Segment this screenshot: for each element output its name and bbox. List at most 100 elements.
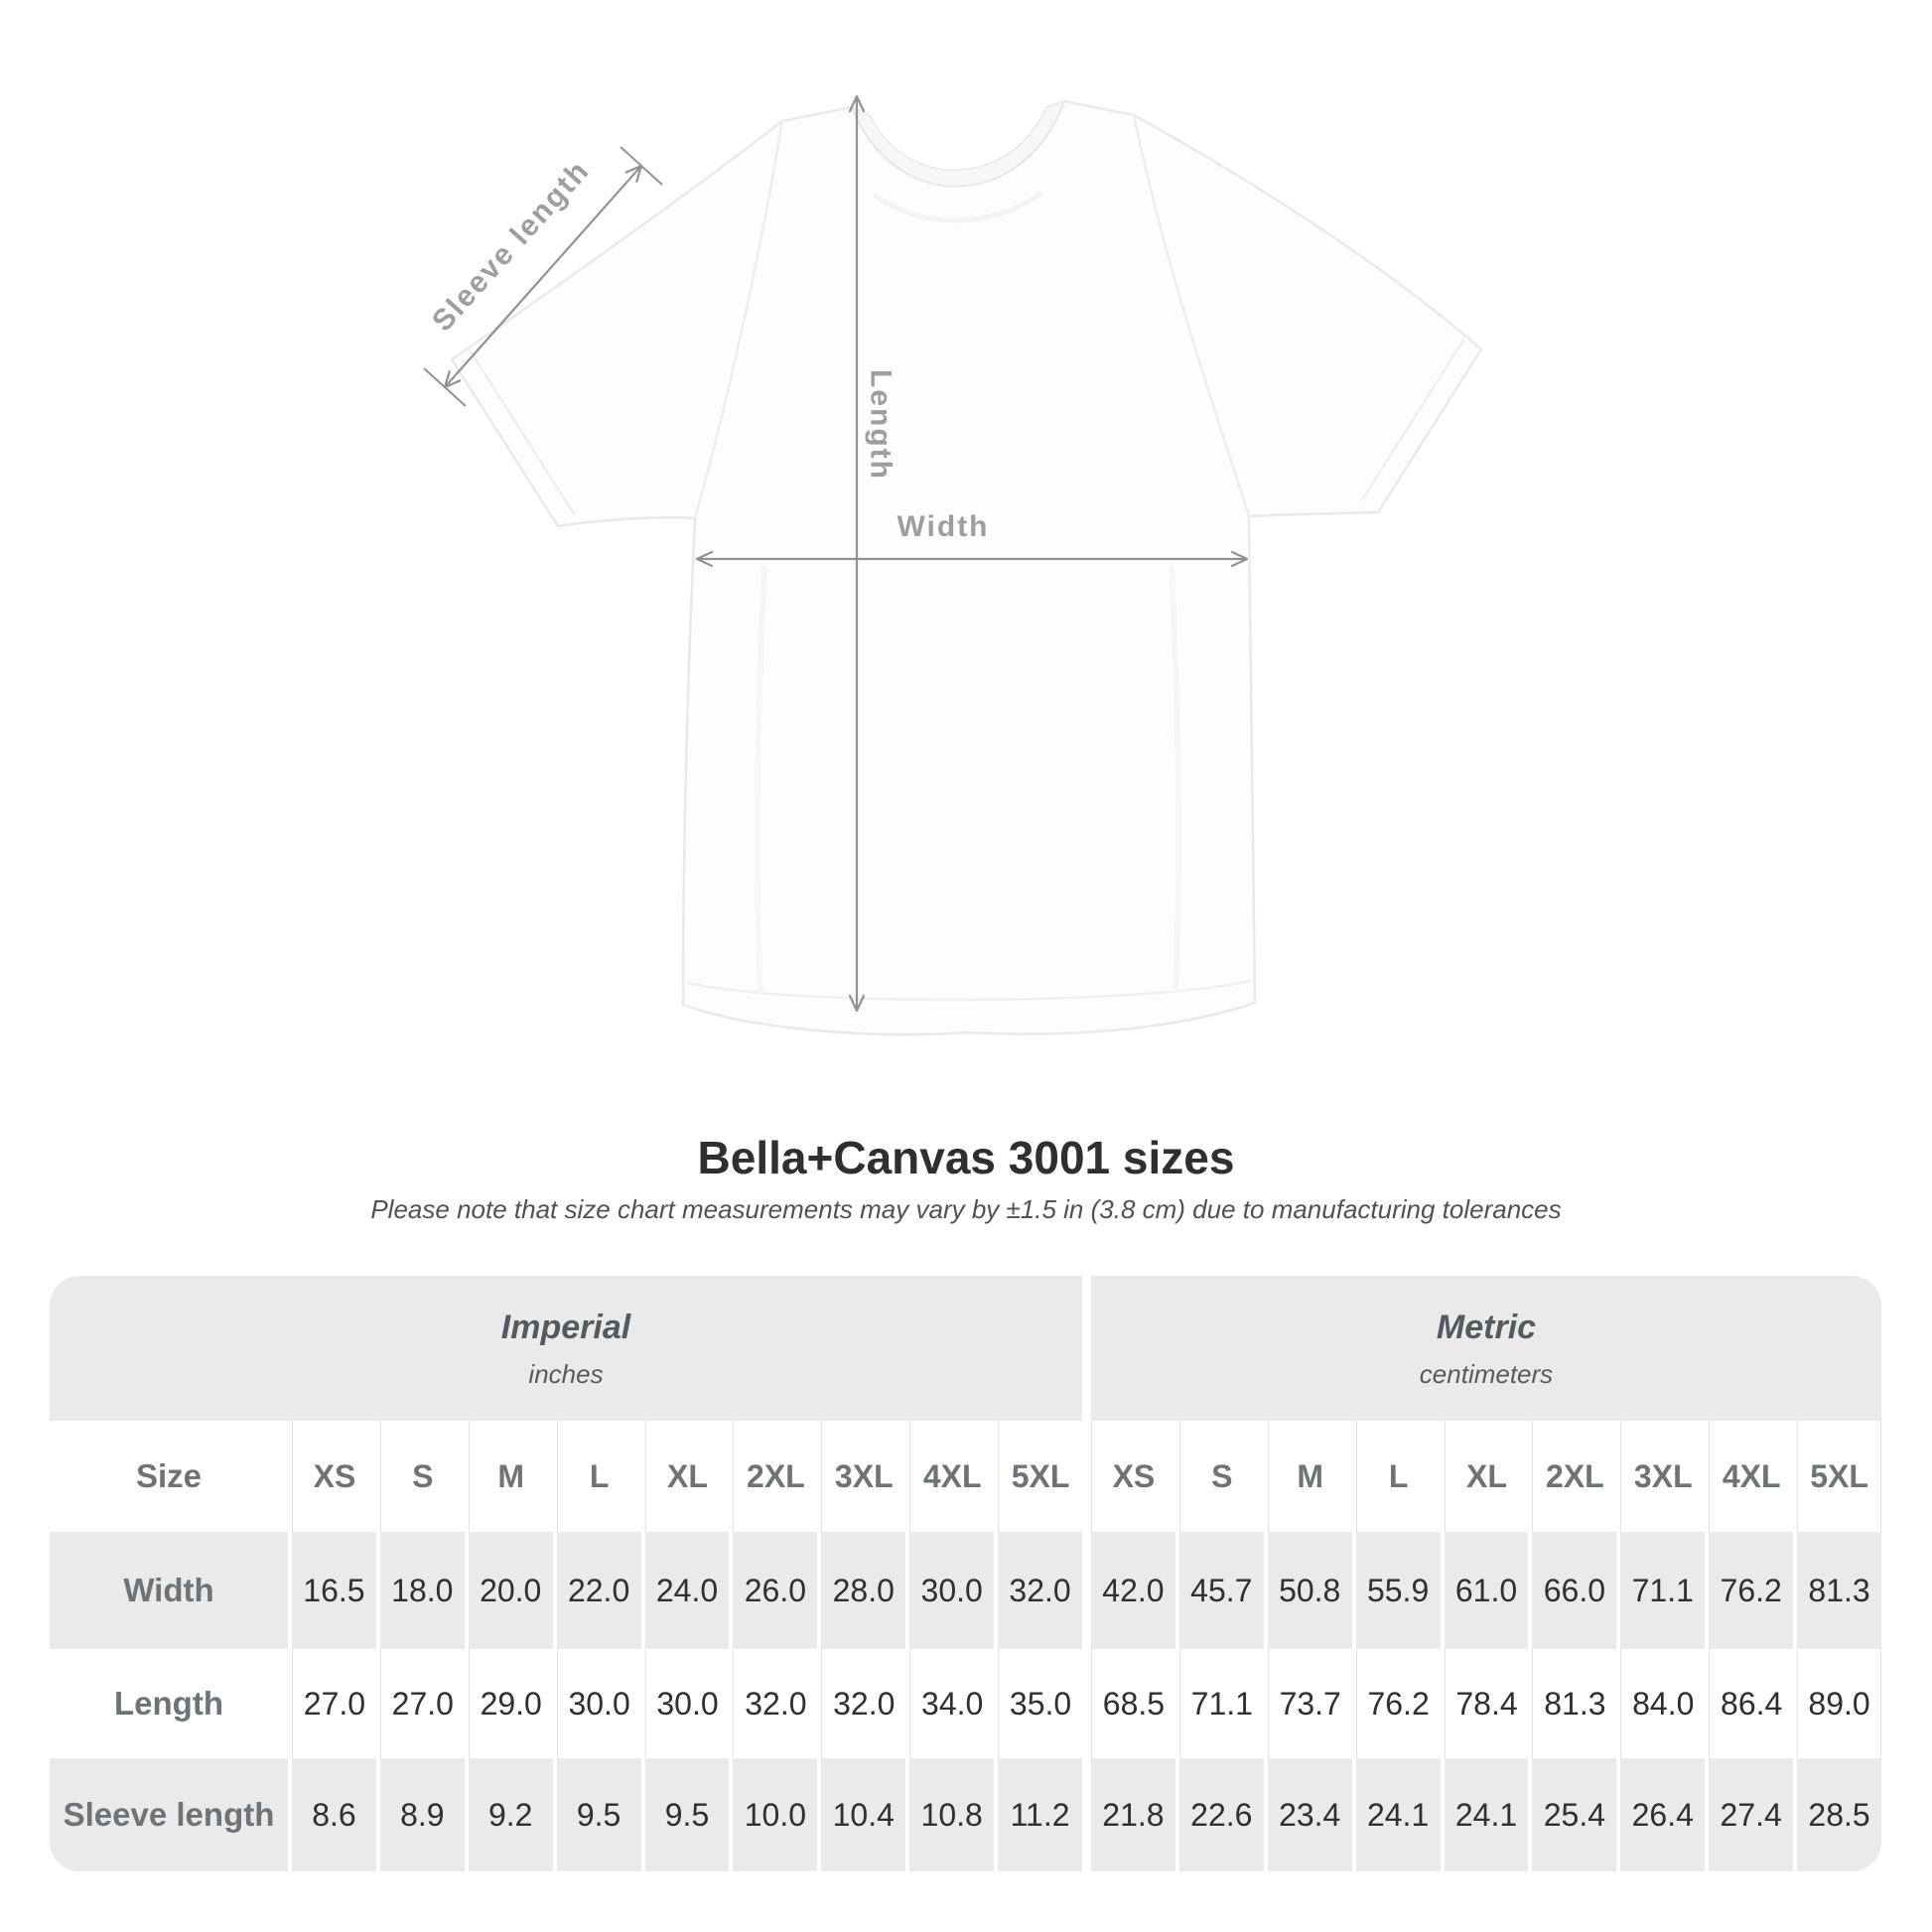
table-cell: 32.0 [821, 1649, 906, 1758]
row-label-width: Width [50, 1532, 288, 1649]
metric-size-header: M [1267, 1421, 1352, 1532]
table-cell: 71.1 [1620, 1532, 1706, 1649]
table-cell: 28.0 [821, 1532, 906, 1649]
row-label-sleeve-length: Sleeve length [50, 1758, 288, 1871]
metric-group-label: Metric [1436, 1309, 1537, 1346]
imperial-size-header: 2XL [733, 1421, 818, 1532]
row-label-length: Length [50, 1649, 288, 1758]
imperial-size-header: 5XL [998, 1421, 1082, 1532]
table-cell: 9.5 [644, 1758, 730, 1871]
metric-size-header: 4XL [1709, 1421, 1794, 1532]
imperial-size-header: 4XL [909, 1421, 995, 1532]
table-cell: 24.1 [1444, 1758, 1529, 1871]
table-cell: 66.0 [1532, 1532, 1617, 1649]
group-divider [1086, 1532, 1087, 1649]
table-cell: 81.3 [1532, 1649, 1617, 1758]
metric-size-header: S [1178, 1421, 1264, 1532]
table-cell: 34.0 [909, 1649, 995, 1758]
width-dimension-label: Width [897, 510, 989, 543]
tshirt-measurement-diagram: Length Width Sleeve length [423, 94, 1483, 1036]
table-cell: 29.0 [468, 1649, 553, 1758]
table-cell: 27.0 [292, 1649, 376, 1758]
table-cell: 11.2 [998, 1758, 1082, 1871]
metric-unit-label: centimeters [1419, 1359, 1554, 1389]
group-divider [1086, 1649, 1087, 1758]
tshirt-illustration [450, 99, 1483, 1036]
size-chart-table: Imperial inches Metric centimeters Size … [50, 1276, 1881, 1871]
metric-size-header: 3XL [1620, 1421, 1706, 1532]
table-cell: 9.5 [556, 1758, 641, 1871]
table-cell: 18.0 [379, 1532, 465, 1649]
table-cell: 42.0 [1090, 1532, 1175, 1649]
table-cell: 27.0 [379, 1649, 465, 1758]
table-cell: 27.4 [1709, 1758, 1794, 1871]
length-dimension-label: Length [865, 369, 897, 481]
table-cell: 73.7 [1267, 1649, 1352, 1758]
table-cell: 23.4 [1267, 1758, 1352, 1871]
table-cell: 24.1 [1355, 1758, 1441, 1871]
table-cell: 71.1 [1178, 1649, 1264, 1758]
table-cell: 20.0 [468, 1532, 553, 1649]
unit-band-row: Imperial inches Metric centimeters [50, 1276, 1881, 1421]
table-cell: 28.5 [1797, 1758, 1881, 1871]
table-cell: 22.6 [1178, 1758, 1264, 1871]
table-cell: 16.5 [292, 1532, 376, 1649]
table-cell: 25.4 [1532, 1758, 1617, 1871]
table-cell: 76.2 [1709, 1532, 1794, 1649]
tshirt-diagram-svg: Length Width Sleeve length [423, 94, 1483, 1036]
imperial-size-header: S [379, 1421, 465, 1532]
table-cell: 30.0 [909, 1532, 995, 1649]
length-row: Length 27.0 27.0 29.0 30.0 30.0 32.0 32.… [50, 1649, 1881, 1758]
table-cell: 30.0 [644, 1649, 730, 1758]
metric-size-header: L [1355, 1421, 1441, 1532]
sleeve-length-arrow [423, 146, 663, 407]
table-cell: 32.0 [733, 1649, 818, 1758]
metric-size-header: 5XL [1797, 1421, 1881, 1532]
table-cell: 30.0 [556, 1649, 641, 1758]
table-cell: 86.4 [1709, 1649, 1794, 1758]
imperial-size-header: 3XL [821, 1421, 906, 1532]
page-title: Bella+Canvas 3001 sizes [697, 1132, 1235, 1183]
table-cell: 21.8 [1090, 1758, 1175, 1871]
metric-size-header: XS [1090, 1421, 1175, 1532]
table-cell: 55.9 [1355, 1532, 1441, 1649]
imperial-size-header: L [556, 1421, 641, 1532]
table-cell: 32.0 [998, 1532, 1082, 1649]
table-cell: 76.2 [1355, 1649, 1441, 1758]
imperial-unit-label: inches [528, 1359, 604, 1389]
metric-size-header: XL [1444, 1421, 1529, 1532]
sleeve-length-row: Sleeve length 8.6 8.9 9.2 9.5 9.5 10.0 1… [50, 1758, 1881, 1871]
imperial-size-header: XS [292, 1421, 376, 1532]
size-header-row: Size XS S M L XL 2XL 3XL 4XL 5XL XS S M … [50, 1421, 1881, 1532]
table-cell: 50.8 [1267, 1532, 1352, 1649]
table-cell: 61.0 [1444, 1532, 1529, 1649]
table-cell: 26.4 [1620, 1758, 1706, 1871]
unit-band-imperial: Imperial inches [50, 1276, 1082, 1421]
table-cell: 26.0 [733, 1532, 818, 1649]
width-row: Width 16.5 18.0 20.0 22.0 24.0 26.0 28.0… [50, 1532, 1881, 1649]
metric-size-header: 2XL [1532, 1421, 1617, 1532]
table-cell: 10.8 [909, 1758, 995, 1871]
table-cell: 9.2 [468, 1758, 553, 1871]
table-cell: 78.4 [1444, 1649, 1529, 1758]
table-cell: 68.5 [1090, 1649, 1175, 1758]
imperial-group-label: Imperial [500, 1309, 631, 1346]
table-cell: 45.7 [1178, 1532, 1264, 1649]
imperial-size-header: XL [644, 1421, 730, 1532]
group-divider [1086, 1758, 1087, 1871]
table-cell: 84.0 [1620, 1649, 1706, 1758]
tolerance-note: Please note that size chart measurements… [370, 1194, 1562, 1224]
table-cell: 10.0 [733, 1758, 818, 1871]
table-cell: 81.3 [1797, 1532, 1881, 1649]
unit-band-metric: Metric centimeters [1091, 1276, 1881, 1421]
table-cell: 10.4 [821, 1758, 906, 1871]
table-cell: 8.6 [292, 1758, 376, 1871]
table-cell: 35.0 [998, 1649, 1082, 1758]
imperial-size-header: M [468, 1421, 553, 1532]
table-cell: 24.0 [644, 1532, 730, 1649]
table-cell: 89.0 [1797, 1649, 1881, 1758]
table-cell: 22.0 [556, 1532, 641, 1649]
group-divider [1086, 1421, 1087, 1532]
row-label-size: Size [50, 1421, 288, 1532]
table-cell: 8.9 [379, 1758, 465, 1871]
